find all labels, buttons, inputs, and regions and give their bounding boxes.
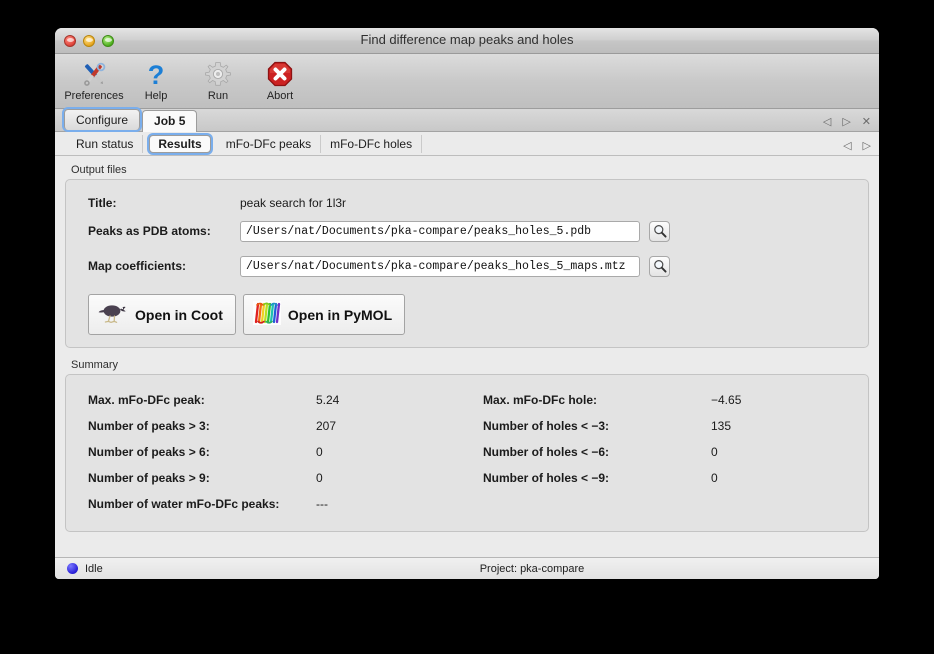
open-in-pymol-label: Open in PyMOL [287, 306, 393, 323]
status-bar: Idle Project: pka-compare [55, 557, 879, 579]
tab-configure[interactable]: Configure [64, 109, 141, 130]
map-coefficients-browse-button[interactable] [649, 255, 670, 277]
toolbar-button-help[interactable]: ? Help [125, 57, 187, 102]
results-panel: Output files Title: peak search for 1l3r… [55, 156, 879, 557]
tab-mfo-dfc-holes[interactable]: mFo-DFc holes [321, 134, 423, 153]
minimize-button[interactable] [83, 35, 95, 47]
magnifier-icon [653, 259, 667, 273]
toolbar-label-help: Help [144, 90, 168, 102]
tab-run-status[interactable]: Run status [67, 134, 144, 153]
job-tab-bar: Configure Job 5 ◁ ▷ ✕ [55, 109, 879, 132]
peaks-gt-3-value: 207 [316, 419, 337, 433]
window-title: Find difference map peaks and holes [360, 32, 574, 47]
holes-lt-6-value: 0 [711, 445, 718, 459]
summary-row: Number of peaks > 3: 207 [88, 413, 473, 439]
toolbar: Preferences ? Help Run [55, 54, 879, 109]
zoom-button[interactable] [102, 35, 114, 47]
summary-row: Number of peaks > 6: 0 [88, 439, 473, 465]
peaks-pdb-label: Peaks as PDB atoms: [88, 224, 211, 238]
stop-x-icon [266, 59, 294, 89]
subtab-next-icon[interactable]: ▷ [862, 140, 871, 152]
tools-icon [79, 59, 109, 89]
status-text: Idle [85, 562, 103, 575]
max-hole-value: −4.65 [711, 393, 742, 407]
results-tab-nav: ◁ ▷ [843, 141, 871, 152]
map-coefficients-label: Map coefficients: [88, 259, 187, 273]
holes-lt-6-label: Number of holes < −6: [483, 445, 610, 459]
holes-lt-9-value: 0 [711, 471, 718, 485]
open-in-coot-label: Open in Coot [135, 306, 223, 323]
max-hole-label: Max. mFo-DFc hole: [483, 393, 598, 407]
summary-row: Number of holes < −3: 135 [483, 413, 868, 439]
holes-lt-3-value: 135 [711, 419, 732, 433]
status-indicator-icon [67, 563, 78, 574]
peaks-gt-3-label: Number of peaks > 3: [88, 419, 210, 433]
output-files-group-label: Output files [71, 164, 127, 176]
summary-row: Max. mFo-DFc peak: 5.24 [88, 387, 473, 413]
subtab-prev-icon[interactable]: ◁ [843, 140, 852, 152]
holes-lt-3-label: Number of holes < −3: [483, 419, 610, 433]
tab-results[interactable]: Results [149, 134, 211, 153]
results-tab-bar: Run status Results mFo-DFc peaks mFo-DFc… [55, 132, 879, 156]
output-files-group: Title: peak search for 1l3r Peaks as PDB… [65, 179, 869, 348]
toolbar-button-abort[interactable]: Abort [249, 57, 311, 102]
map-coefficients-row: Map coefficients: [66, 248, 868, 284]
toolbar-label-run: Run [207, 90, 229, 102]
open-in-pymol-button[interactable]: Open in PyMOL [242, 294, 406, 335]
viewer-buttons: Open in Coot [66, 284, 868, 347]
peaks-pdb-input[interactable] [240, 220, 640, 242]
water-peaks-label: Number of water mFo-DFc peaks: [88, 497, 280, 511]
max-peak-label: Max. mFo-DFc peak: [88, 393, 205, 407]
svg-text:?: ? [148, 60, 165, 88]
close-button[interactable] [64, 35, 76, 47]
peaks-gt-6-label: Number of peaks > 6: [88, 445, 210, 459]
summary-row: Number of peaks > 9: 0 [88, 465, 473, 491]
title-bar: Find difference map peaks and holes [55, 28, 879, 54]
peaks-gt-6-value: 0 [316, 445, 323, 459]
max-peak-value: 5.24 [316, 393, 340, 407]
title-row: Title: peak search for 1l3r [66, 180, 868, 214]
open-in-coot-button[interactable]: Open in Coot [88, 294, 236, 335]
question-mark-icon: ? [144, 59, 168, 89]
peaks-gt-9-label: Number of peaks > 9: [88, 471, 210, 485]
title-value: peak search for 1l3r [240, 196, 347, 210]
summary-group: Max. mFo-DFc peak: 5.24 Number of peaks … [65, 374, 869, 532]
peaks-pdb-browse-button[interactable] [649, 220, 670, 242]
summary-row: Max. mFo-DFc hole: −4.65 [483, 387, 868, 413]
tab-job-5[interactable]: Job 5 [142, 110, 198, 132]
tab-close-icon[interactable]: ✕ [861, 116, 871, 128]
summary-group-label: Summary [71, 359, 119, 371]
peaks-gt-9-value: 0 [316, 471, 323, 485]
title-label: Title: [88, 196, 117, 210]
tab-next-icon[interactable]: ▷ [842, 116, 851, 128]
gear-icon [204, 59, 232, 89]
tab-prev-icon[interactable]: ◁ [822, 116, 832, 128]
toolbar-button-run[interactable]: Run [187, 57, 249, 102]
application-window: Find difference map peaks and holes [55, 28, 879, 579]
window-controls [64, 35, 114, 47]
magnifier-icon [653, 224, 667, 238]
toolbar-label-preferences: Preferences [64, 90, 124, 102]
holes-lt-9-label: Number of holes < −9: [483, 471, 610, 485]
summary-column-holes: Max. mFo-DFc hole: −4.65 Number of holes… [473, 387, 868, 517]
coot-bird-icon [98, 302, 128, 327]
peaks-pdb-row: Peaks as PDB atoms: [66, 214, 868, 248]
tab-mfo-dfc-peaks[interactable]: mFo-DFc peaks [217, 134, 322, 153]
summary-column-peaks: Max. mFo-DFc peak: 5.24 Number of peaks … [66, 387, 473, 517]
summary-row: Number of holes < −9: 0 [483, 465, 868, 491]
project-label: Project: pka-compare [479, 562, 585, 575]
water-peaks-value: --- [316, 497, 328, 511]
map-coefficients-input[interactable] [240, 255, 640, 277]
job-tab-nav: ◁ ▷ ✕ [823, 117, 871, 128]
pymol-ribbon-icon [252, 301, 281, 328]
toolbar-label-abort: Abort [266, 90, 294, 102]
summary-row: Number of holes < −6: 0 [483, 439, 868, 465]
summary-row: Number of water mFo-DFc peaks: --- [88, 491, 473, 517]
toolbar-button-preferences[interactable]: Preferences [63, 57, 125, 102]
